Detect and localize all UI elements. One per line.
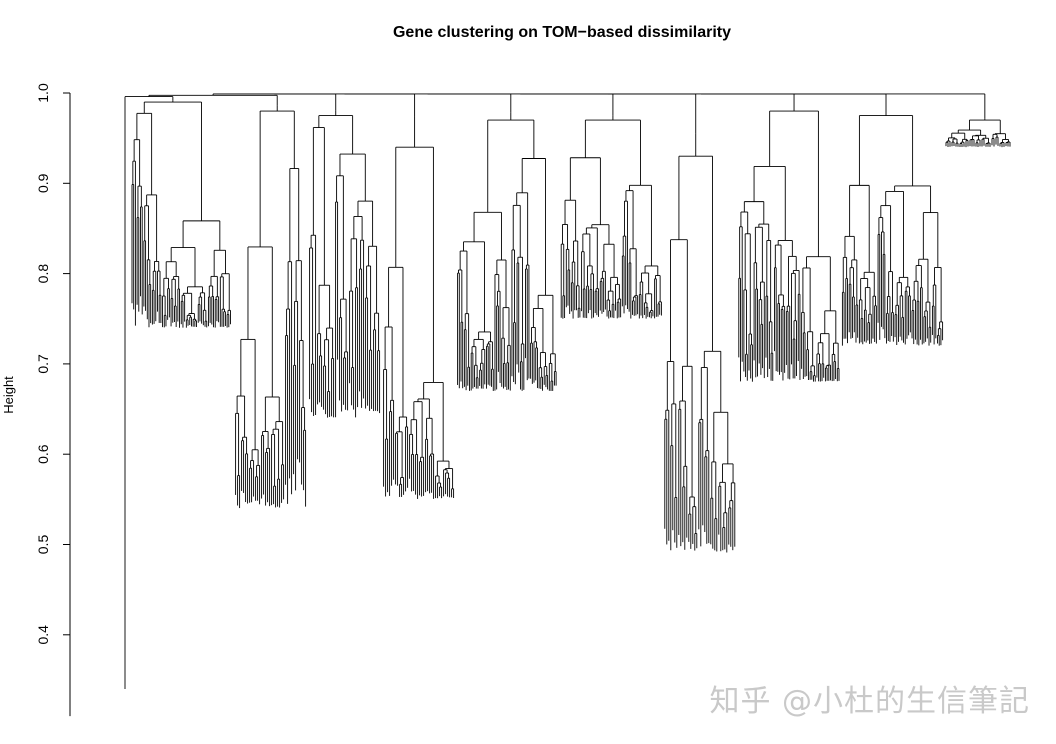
watermark: 知乎 @小杜的生信筆記 xyxy=(709,684,1030,719)
y-tick-label: 0.8 xyxy=(35,264,51,284)
chart-title: Gene clustering on TOM−based dissimilari… xyxy=(393,24,731,41)
y-tick-label: 1.0 xyxy=(35,83,51,103)
y-axis-label: Height xyxy=(1,376,16,414)
y-tick-label: 0.7 xyxy=(35,354,51,374)
y-axis: 0.4 0.5 0.6 0.7 0.8 0.9 1.0 xyxy=(35,83,71,717)
y-tick-label: 0.5 xyxy=(35,535,51,555)
dendrogram-tree xyxy=(124,93,1011,689)
y-tick-label: 0.6 xyxy=(35,444,51,464)
y-tick-label: 0.4 xyxy=(35,625,51,645)
y-tick-label: 0.9 xyxy=(35,173,51,193)
